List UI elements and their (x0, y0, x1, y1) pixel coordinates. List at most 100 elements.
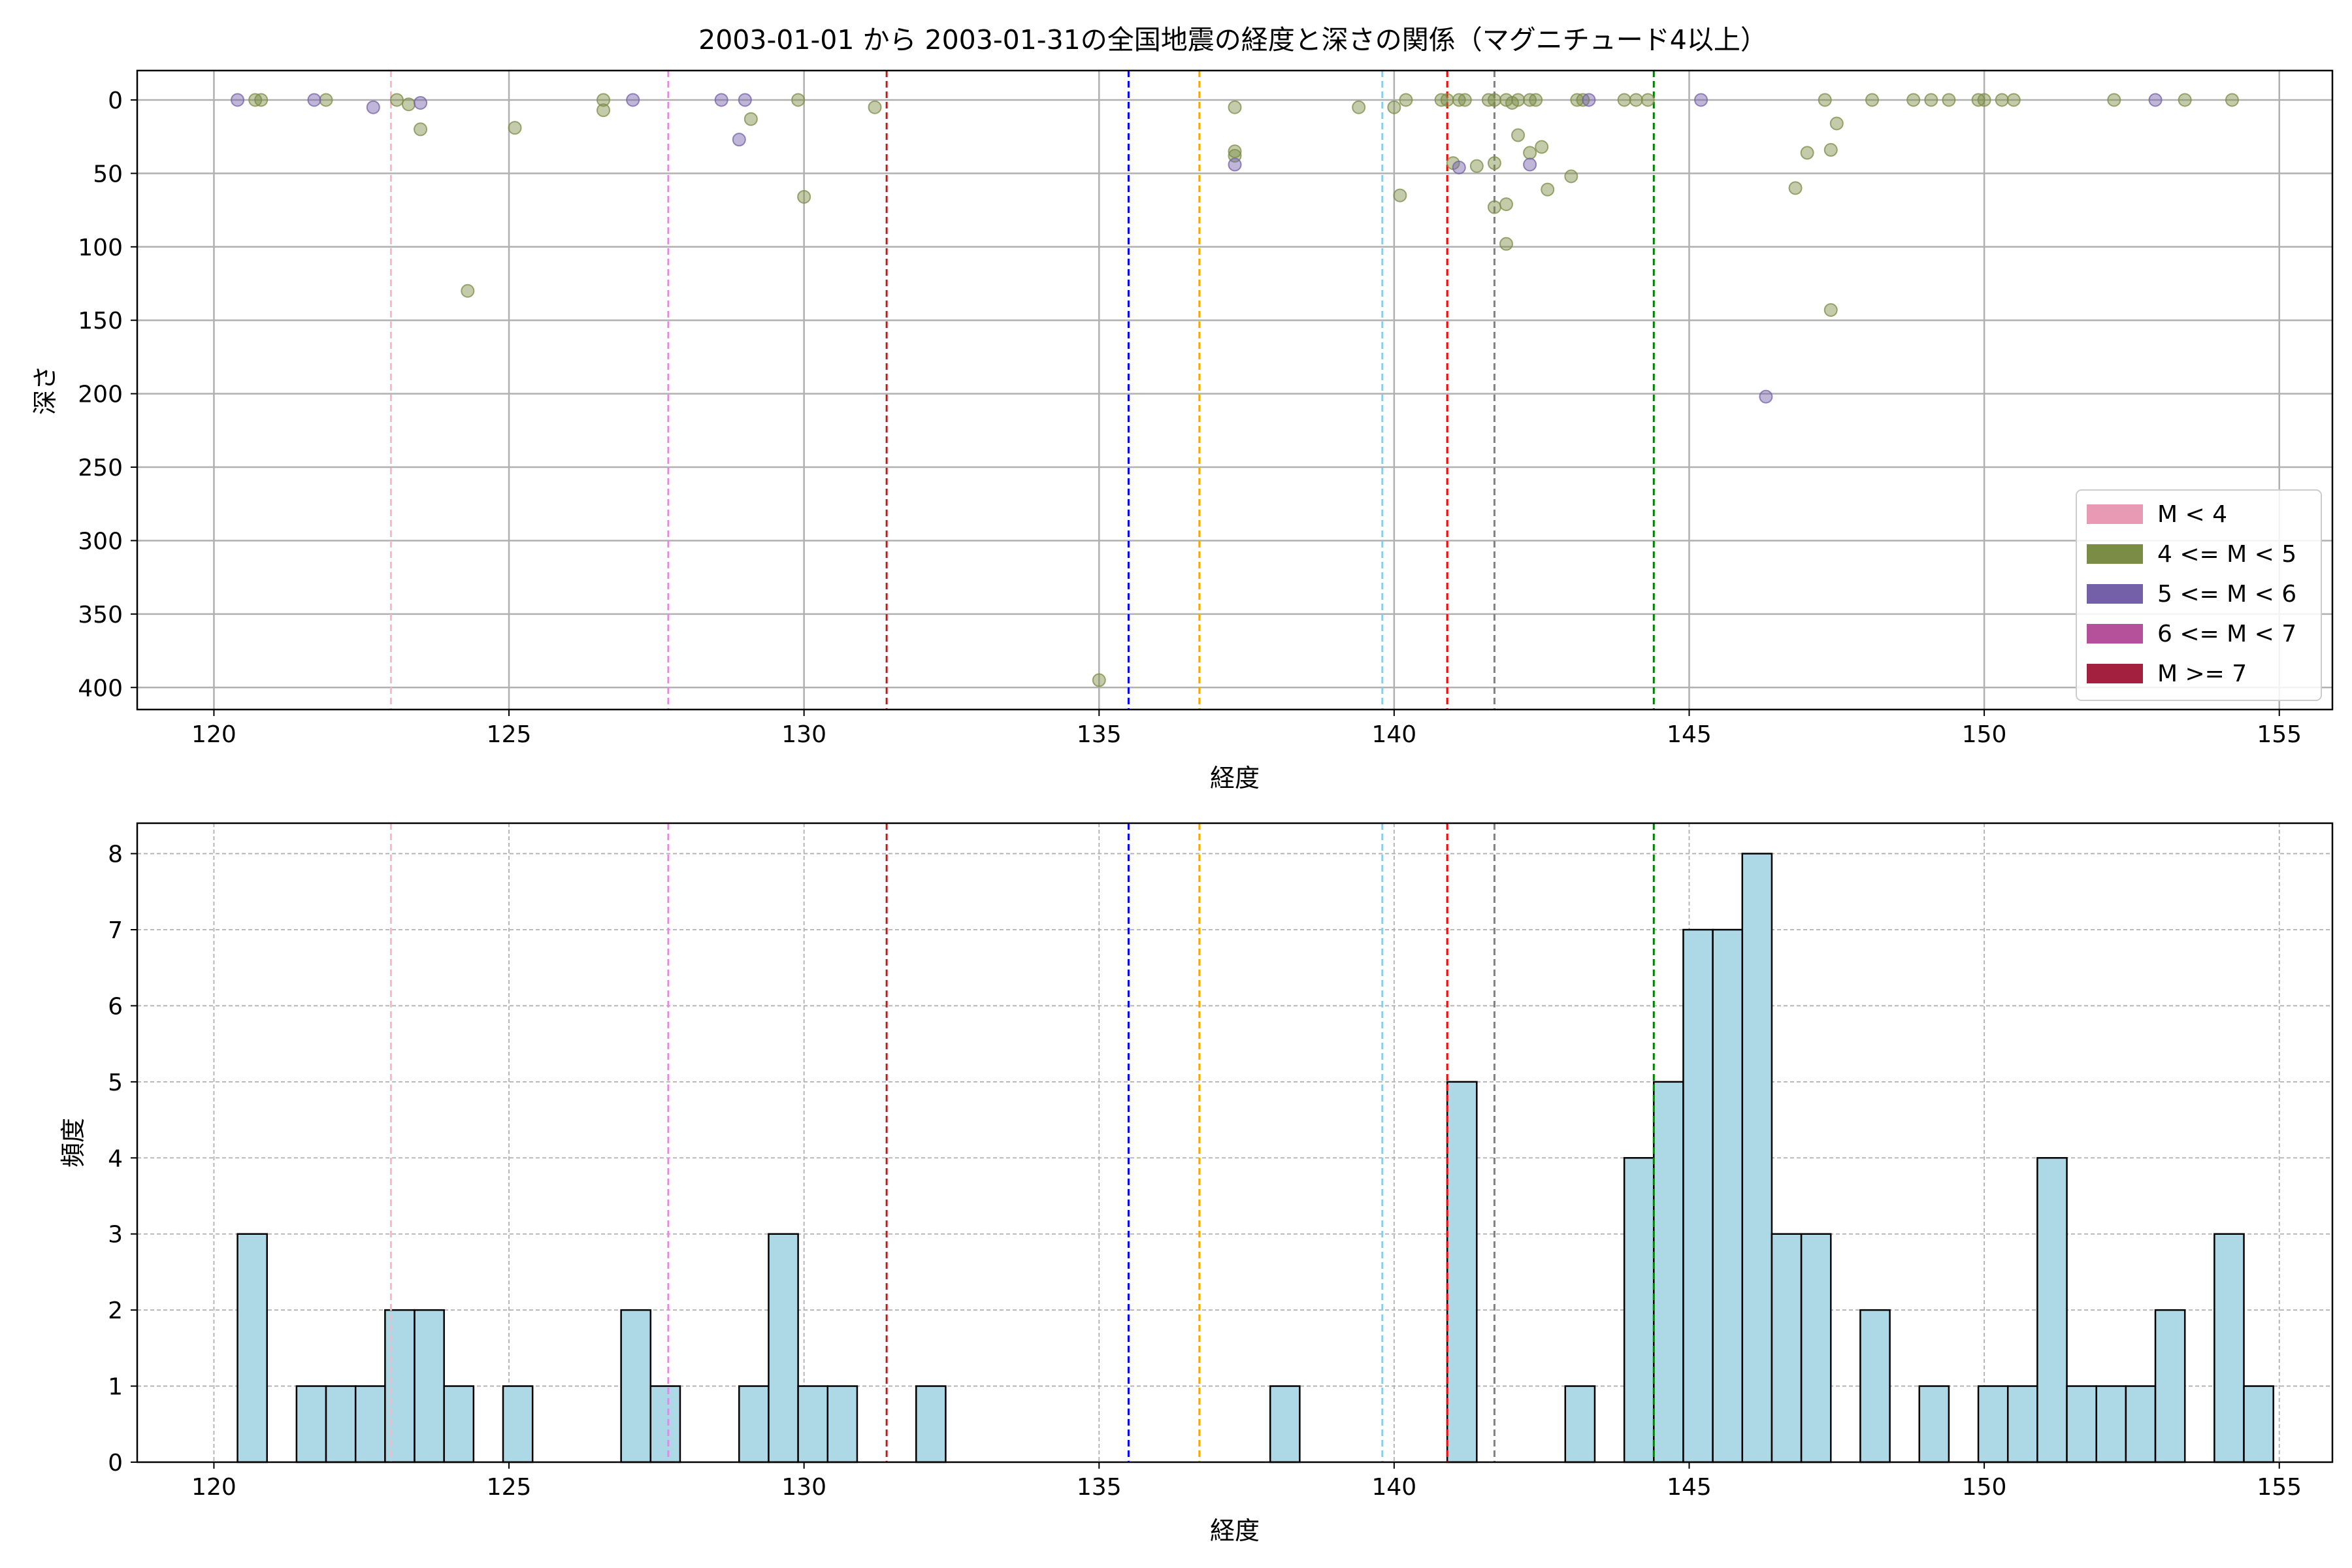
scatter-point (1511, 128, 1526, 142)
scatter-point (1617, 93, 1631, 107)
scatter-point (1529, 93, 1543, 107)
hist-y-tick-label: 2 (108, 1298, 123, 1324)
hist-bar (1269, 1385, 1301, 1463)
scatter-point (1387, 100, 1401, 114)
scatter-point (791, 93, 806, 107)
scatter-y-tick-label: 150 (78, 308, 123, 335)
hist-bar (1623, 1157, 1655, 1463)
hist-bar (649, 1385, 681, 1463)
hist-y-tick-label: 0 (108, 1450, 123, 1477)
hist-x-ticks: 120 125 130 135 140 145 150 155 (191, 1462, 2302, 1501)
legend-box (2076, 489, 2322, 701)
hist-grid (137, 823, 2332, 1463)
scatter-x-tick-label: 150 (1962, 721, 2007, 748)
scatter-point (1823, 142, 1838, 157)
scatter-point (319, 93, 333, 107)
hist-bar (620, 1309, 652, 1463)
legend-swatch (2087, 664, 2143, 683)
scatter-point (1924, 93, 1938, 107)
hist-bar (2243, 1385, 2274, 1463)
scatter-point (307, 93, 321, 107)
scatter-point (389, 93, 404, 107)
scatter-y-axis-label: 深さ (31, 365, 59, 415)
hist-bar (237, 1233, 268, 1463)
hist-x-tick-label: 125 (487, 1474, 532, 1501)
hist-bars (237, 853, 2274, 1463)
scatter-point (2148, 93, 2163, 107)
hist-bar (797, 1385, 829, 1463)
scatter-point (732, 133, 746, 147)
scatter-point (1865, 93, 1879, 107)
scatter-point (1440, 93, 1454, 107)
scatter-point (2225, 93, 2239, 107)
scatter-point (1092, 673, 1106, 687)
scatter-y-tick-label: 400 (78, 675, 123, 702)
scatter-point (508, 121, 522, 135)
legend-label: M < 4 (2157, 501, 2227, 528)
hist-bar (915, 1385, 947, 1463)
scatter-point (1499, 237, 1513, 251)
hist-bar (768, 1233, 799, 1463)
hist-bar (826, 1385, 858, 1463)
scatter-x-tick-label: 120 (191, 721, 237, 748)
scatter-point (1228, 100, 1242, 114)
hist-y-tick-label: 8 (108, 841, 123, 868)
scatter-point (1582, 93, 1596, 107)
scatter-plot-frame (136, 69, 2334, 711)
scatter-point (1499, 197, 1513, 212)
hist-bar (1712, 928, 1744, 1463)
scatter-point (1452, 160, 1466, 174)
hist-bar (738, 1385, 770, 1463)
scatter-point (1977, 93, 1991, 107)
scatter-point (2178, 93, 2192, 107)
hist-bar (1682, 928, 1714, 1463)
scatter-point (1942, 93, 1956, 107)
hist-y-axis-label: 頻度 (59, 1118, 88, 1168)
hist-y-tick-label: 5 (108, 1070, 123, 1096)
hist-x-tick-label: 150 (1962, 1474, 2007, 1501)
hist-bar (2125, 1385, 2157, 1463)
scatter-point (626, 93, 640, 107)
scatter-point (738, 93, 752, 107)
hist-bar (1653, 1081, 1684, 1463)
hist-bar (325, 1385, 357, 1463)
scatter-point (1487, 93, 1501, 107)
hist-y-tick-label: 4 (108, 1145, 123, 1172)
scatter-point (1228, 144, 1242, 159)
scatter-x-tick-label: 125 (487, 721, 532, 748)
hist-y-tick-label: 3 (108, 1222, 123, 1249)
legend-label: 5 <= M < 6 (2157, 581, 2296, 608)
hist-bar (1800, 1233, 1832, 1463)
scatter-y-tick-label: 50 (93, 161, 123, 188)
hist-bar (2036, 1157, 2068, 1463)
scatter-point (1523, 157, 1537, 172)
scatter-chart: 120 125 130 135 140 145 150 155 0 50 100 150 200 250… (31, 69, 2334, 792)
scatter-point (1511, 93, 1526, 107)
scatter-y-tick-label: 100 (78, 235, 123, 261)
scatter-point (1487, 156, 1501, 171)
histogram-chart: 120 125 130 135 140 145 150 155 0 1 2 3 4 5 6 7 8 経度 頻度 (59, 822, 2334, 1545)
scatter-y-tick-label: 0 (108, 88, 123, 114)
scatter-point (1487, 200, 1501, 214)
scatter-point (414, 95, 428, 110)
hist-bar (295, 1385, 327, 1463)
hist-bar (2066, 1385, 2097, 1463)
scatter-point (1352, 100, 1366, 114)
scatter-point (1228, 157, 1242, 172)
scatter-point (797, 189, 811, 204)
scatter-point (1629, 93, 1643, 107)
scatter-point (1759, 389, 1773, 404)
scatter-point (1818, 93, 1832, 107)
hist-y-tick-label: 1 (108, 1374, 123, 1401)
scatter-point (2107, 93, 2121, 107)
scatter-point (2006, 93, 2021, 107)
legend-swatch (2087, 584, 2143, 604)
scatter-point (1399, 93, 1413, 107)
scatter-y-tick-label: 200 (78, 382, 123, 408)
scatter-legend: M < 4 4 <= M < 5 5 <= M < 6 6 <= M < 7 M >= … (2076, 489, 2322, 701)
hist-x-axis-label: 経度 (1210, 1516, 1260, 1545)
scatter-point (231, 93, 245, 107)
hist-bar (502, 1385, 534, 1463)
scatter-point (366, 100, 380, 114)
